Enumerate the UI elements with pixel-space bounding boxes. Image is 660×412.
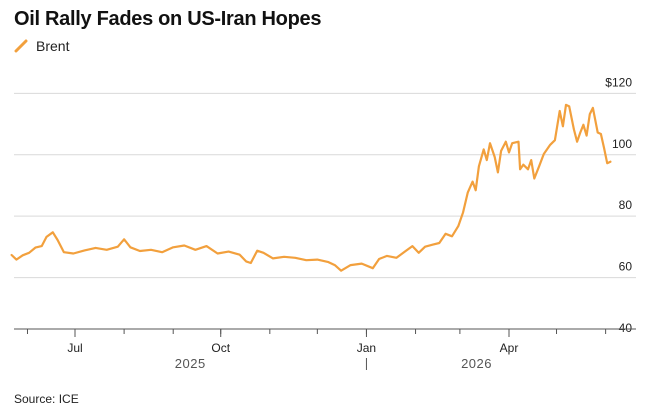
chart-title: Oil Rally Fades on US-Iran Hopes xyxy=(14,8,322,30)
source-note: Source: ICE xyxy=(14,392,79,406)
year-label-2026: 2026 xyxy=(461,356,492,371)
legend-line-icon xyxy=(14,39,28,53)
series-line-brent xyxy=(10,103,612,272)
y-tick-label-0: $120 xyxy=(605,75,632,89)
legend: Brent xyxy=(14,38,69,54)
y-tick-label-3: 60 xyxy=(619,260,633,274)
legend-label-brent: Brent xyxy=(36,38,70,54)
chart-area: $120 100 80 60 40 Jul Oct Jan Apr 2025 2026 xyxy=(10,75,636,371)
y-tick-label-2: 80 xyxy=(619,198,633,212)
year-label-2025: 2025 xyxy=(175,356,206,371)
x-tick-label-1: Oct xyxy=(211,341,230,355)
y-tick-label-1: 100 xyxy=(612,137,632,151)
y-tick-label-4: 40 xyxy=(619,321,633,335)
x-tick-label-3: Apr xyxy=(500,341,519,355)
x-tick-label-0: Jul xyxy=(67,341,82,355)
x-tick-label-2: Jan xyxy=(357,341,376,355)
